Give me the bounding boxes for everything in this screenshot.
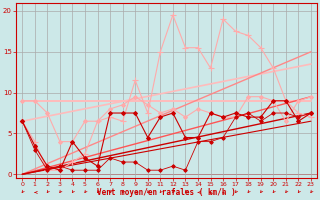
- X-axis label: Vent moyen/en rafales ( km/h ): Vent moyen/en rafales ( km/h ): [97, 188, 236, 197]
